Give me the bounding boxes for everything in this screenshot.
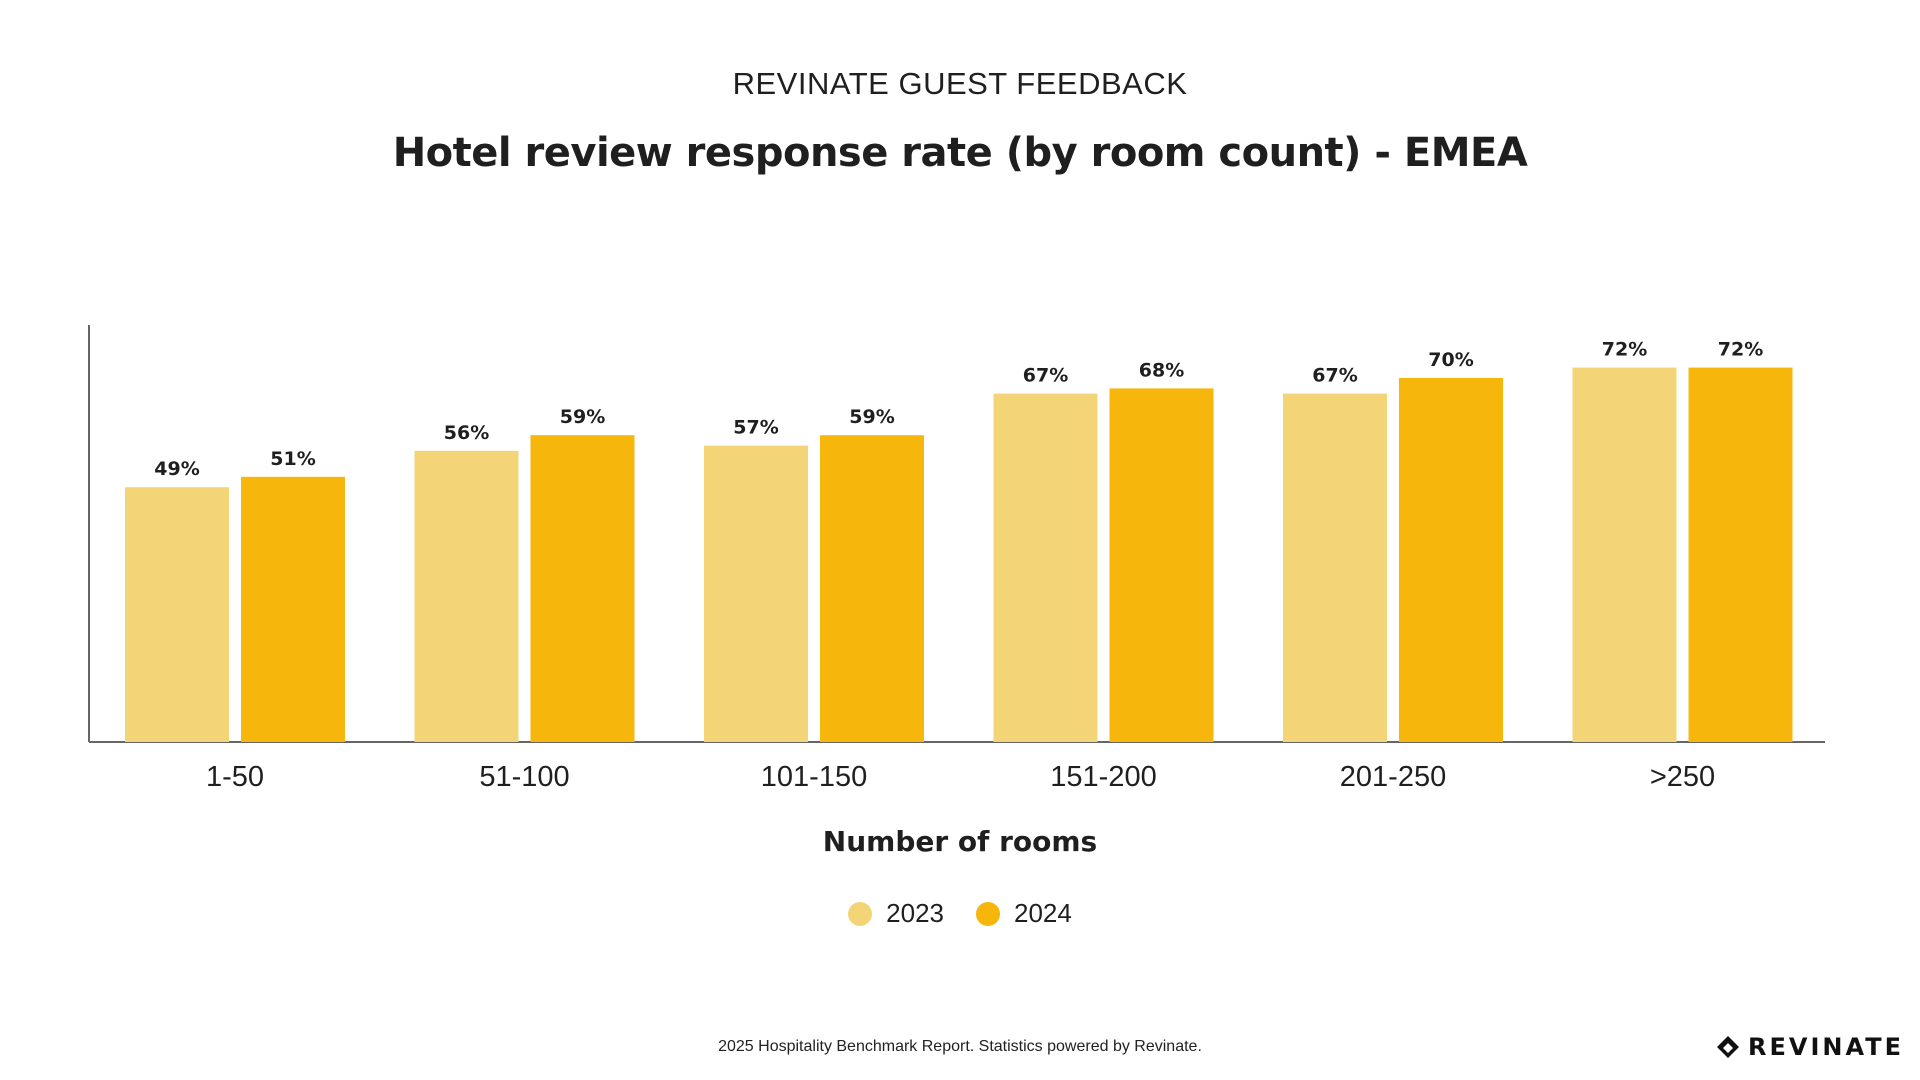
bar-2023-101-150 <box>704 445 808 742</box>
legend-swatch-2023 <box>848 901 873 926</box>
revinate-logo-icon <box>1717 1036 1740 1058</box>
x-tick-label: 101-150 <box>761 761 867 793</box>
legend-label-2023: 2023 <box>886 898 944 928</box>
chart-title: Hotel review response rate (by room coun… <box>392 130 1528 176</box>
legend-label-2024: 2024 <box>1014 898 1072 928</box>
data-label-2023-51-100: 56% <box>444 422 489 444</box>
x-tick-label: 1-50 <box>206 761 264 793</box>
legend-item-2023: 2023 <box>848 898 944 929</box>
bar-2023-151-200 <box>993 393 1098 742</box>
data-label-2024-250: 72% <box>1718 339 1763 361</box>
data-label-2023-101-150: 57% <box>733 417 778 439</box>
bar-2023-1-50 <box>125 487 229 742</box>
bar-2023-201-250 <box>1283 393 1387 742</box>
data-label-2024-151-200: 68% <box>1139 359 1184 381</box>
x-tick-label: 201-250 <box>1340 761 1446 793</box>
bar-2024-151-200 <box>1109 388 1214 742</box>
x-tick-label: >250 <box>1650 761 1715 793</box>
bar-2024-51-100 <box>530 435 635 742</box>
data-label-2023-1-50: 49% <box>154 458 199 480</box>
data-label-2023-151-200: 67% <box>1023 365 1068 387</box>
bar-2023-250 <box>1572 367 1677 742</box>
bar-2024-250 <box>1688 367 1793 742</box>
data-label-2024-201-250: 70% <box>1428 349 1473 371</box>
x-tick-label: 51-100 <box>479 761 569 793</box>
bar-2024-201-250 <box>1399 378 1503 742</box>
data-label-2024-51-100: 59% <box>560 406 605 428</box>
chart-legend: 2023 2024 <box>0 898 1920 929</box>
chart-supertitle: REVINATE GUEST FEEDBACK <box>732 66 1188 101</box>
legend-item-2024: 2024 <box>976 898 1072 929</box>
data-label-2023-250: 72% <box>1602 339 1647 361</box>
data-label-2024-101-150: 59% <box>849 406 894 428</box>
bar-2024-101-150 <box>820 435 924 742</box>
brand-wordmark: REVINATE <box>1748 1033 1904 1061</box>
legend-swatch-2024 <box>976 901 1000 926</box>
bar-chart: 49% 51% 1-50 56% 59% 51-100 57% 59% 101-150 67% 68… <box>88 325 1825 793</box>
bar-2024-1-50 <box>241 476 345 742</box>
x-axis-title: Number of rooms <box>822 825 1098 858</box>
footer-note: 2025 Hospitality Benchmark Report. Stati… <box>718 1038 1202 1055</box>
data-label-2024-1-50: 51% <box>270 448 315 470</box>
bar-2023-51-100 <box>414 450 519 742</box>
data-label-2023-201-250: 67% <box>1312 365 1357 387</box>
x-tick-label: 151-200 <box>1050 761 1156 793</box>
brand-logo: REVINATE <box>1716 1033 1904 1061</box>
